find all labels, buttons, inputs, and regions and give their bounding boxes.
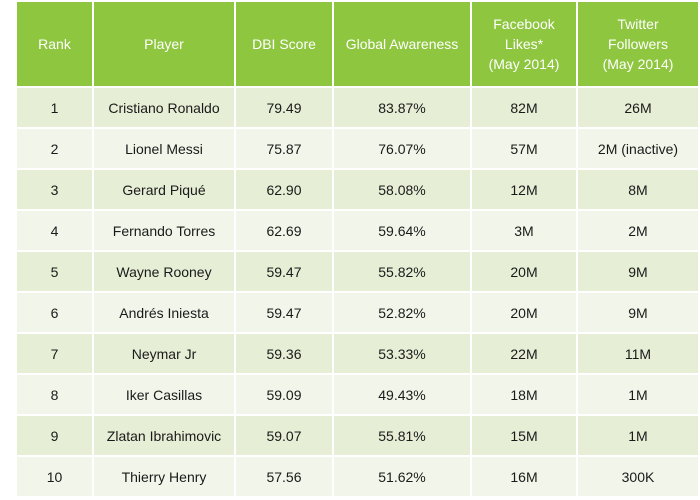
cell-twitter-followers: 2M (inactive) bbox=[578, 129, 698, 168]
cell-twitter-followers: 8M bbox=[578, 170, 698, 209]
cell-facebook-likes: 15M bbox=[472, 416, 576, 455]
cell-player: Cristiano Ronaldo bbox=[94, 88, 234, 127]
cell-rank: 5 bbox=[17, 252, 92, 291]
header-facebook-likes: Facebook Likes* (May 2014) bbox=[472, 2, 576, 86]
cell-dbi-score: 59.09 bbox=[236, 375, 332, 414]
player-ranking-table: Rank Player DBI Score Global Awareness F… bbox=[15, 0, 700, 498]
header-global-awareness: Global Awareness bbox=[334, 2, 470, 86]
cell-player: Fernando Torres bbox=[94, 211, 234, 250]
cell-player: Lionel Messi bbox=[94, 129, 234, 168]
cell-rank: 8 bbox=[17, 375, 92, 414]
cell-rank: 2 bbox=[17, 129, 92, 168]
header-rank: Rank bbox=[17, 2, 92, 86]
header-facebook-line-3: (May 2014) bbox=[488, 56, 560, 72]
table-row: 6 Andrés Iniesta 59.47 52.82% 20M 9M bbox=[17, 293, 698, 332]
cell-rank: 6 bbox=[17, 293, 92, 332]
table-row: 4 Fernando Torres 62.69 59.64% 3M 2M bbox=[17, 211, 698, 250]
cell-facebook-likes: 82M bbox=[472, 88, 576, 127]
table-header: Rank Player DBI Score Global Awareness F… bbox=[17, 2, 698, 86]
cell-dbi-score: 62.90 bbox=[236, 170, 332, 209]
cell-dbi-score: 59.47 bbox=[236, 293, 332, 332]
cell-dbi-score: 59.07 bbox=[236, 416, 332, 455]
table-body: 1 Cristiano Ronaldo 79.49 83.87% 82M 26M 2 Lion… bbox=[17, 88, 698, 496]
table-row: 2 Lionel Messi 75.87 76.07% 57M 2M (inactive) bbox=[17, 129, 698, 168]
table-row: 5 Wayne Rooney 59.47 55.82% 20M 9M bbox=[17, 252, 698, 291]
cell-facebook-likes: 20M bbox=[472, 252, 576, 291]
cell-twitter-followers: 11M bbox=[578, 334, 698, 373]
cell-player: Zlatan Ibrahimovic bbox=[94, 416, 234, 455]
cell-rank: 7 bbox=[17, 334, 92, 373]
cell-twitter-followers: 26M bbox=[578, 88, 698, 127]
header-facebook-line-2: Likes* bbox=[504, 36, 544, 52]
cell-twitter-followers: 1M bbox=[578, 375, 698, 414]
cell-rank: 10 bbox=[17, 457, 92, 496]
cell-facebook-likes: 16M bbox=[472, 457, 576, 496]
cell-twitter-followers: 2M bbox=[578, 211, 698, 250]
cell-twitter-followers: 1M bbox=[578, 416, 698, 455]
cell-player: Wayne Rooney bbox=[94, 252, 234, 291]
cell-dbi-score: 62.69 bbox=[236, 211, 332, 250]
cell-dbi-score: 59.36 bbox=[236, 334, 332, 373]
header-player: Player bbox=[94, 2, 234, 86]
cell-player: Neymar Jr bbox=[94, 334, 234, 373]
cell-global-awareness: 76.07% bbox=[334, 129, 470, 168]
table-row: 9 Zlatan Ibrahimovic 59.07 55.81% 15M 1M bbox=[17, 416, 698, 455]
cell-global-awareness: 83.87% bbox=[334, 88, 470, 127]
cell-facebook-likes: 57M bbox=[472, 129, 576, 168]
table-row: 1 Cristiano Ronaldo 79.49 83.87% 82M 26M bbox=[17, 88, 698, 127]
cell-global-awareness: 55.81% bbox=[334, 416, 470, 455]
cell-facebook-likes: 3M bbox=[472, 211, 576, 250]
cell-dbi-score: 79.49 bbox=[236, 88, 332, 127]
cell-rank: 4 bbox=[17, 211, 92, 250]
header-twitter-line-2: Followers bbox=[608, 36, 668, 52]
cell-rank: 9 bbox=[17, 416, 92, 455]
cell-facebook-likes: 20M bbox=[472, 293, 576, 332]
cell-global-awareness: 53.33% bbox=[334, 334, 470, 373]
cell-twitter-followers: 300K bbox=[578, 457, 698, 496]
table-row: 8 Iker Casillas 59.09 49.43% 18M 1M bbox=[17, 375, 698, 414]
table-row: 3 Gerard Piqué 62.90 58.08% 12M 8M bbox=[17, 170, 698, 209]
cell-facebook-likes: 22M bbox=[472, 334, 576, 373]
cell-global-awareness: 58.08% bbox=[334, 170, 470, 209]
cell-twitter-followers: 9M bbox=[578, 252, 698, 291]
header-twitter-line-1: Twitter bbox=[617, 16, 659, 32]
cell-rank: 3 bbox=[17, 170, 92, 209]
cell-twitter-followers: 9M bbox=[578, 293, 698, 332]
table-row: 10 Thierry Henry 57.56 51.62% 16M 300K bbox=[17, 457, 698, 496]
cell-dbi-score: 75.87 bbox=[236, 129, 332, 168]
cell-facebook-likes: 18M bbox=[472, 375, 576, 414]
cell-global-awareness: 52.82% bbox=[334, 293, 470, 332]
cell-facebook-likes: 12M bbox=[472, 170, 576, 209]
cell-global-awareness: 51.62% bbox=[334, 457, 470, 496]
cell-rank: 1 bbox=[17, 88, 92, 127]
cell-player: Iker Casillas bbox=[94, 375, 234, 414]
cell-player: Gerard Piqué bbox=[94, 170, 234, 209]
cell-dbi-score: 57.56 bbox=[236, 457, 332, 496]
cell-player: Thierry Henry bbox=[94, 457, 234, 496]
table-row: 7 Neymar Jr 59.36 53.33% 22M 11M bbox=[17, 334, 698, 373]
cell-global-awareness: 49.43% bbox=[334, 375, 470, 414]
cell-dbi-score: 59.47 bbox=[236, 252, 332, 291]
header-facebook-line-1: Facebook bbox=[493, 16, 555, 32]
cell-global-awareness: 59.64% bbox=[334, 211, 470, 250]
cell-global-awareness: 55.82% bbox=[334, 252, 470, 291]
header-twitter-line-3: (May 2014) bbox=[602, 56, 674, 72]
header-dbi-score: DBI Score bbox=[236, 2, 332, 86]
cell-player: Andrés Iniesta bbox=[94, 293, 234, 332]
header-twitter-followers: Twitter Followers (May 2014) bbox=[578, 2, 698, 86]
